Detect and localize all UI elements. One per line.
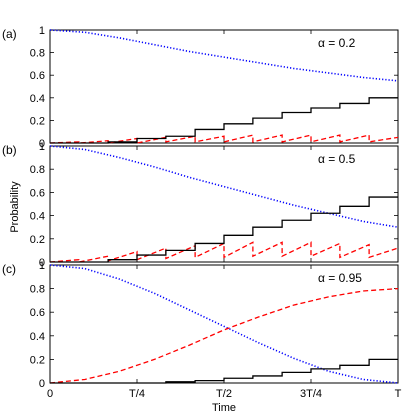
panel-label: (c): [2, 262, 16, 276]
y-tick-label: 1: [39, 141, 45, 153]
y-tick-label: 0.2: [30, 115, 45, 127]
series-line-dashed: [49, 287, 399, 384]
chart-panels: 0 0.2 0.4 0.6 0.8 1 (a) α = 0.2 0 0.2 0.4 0.6 0.8 1 (b…: [2, 25, 402, 400]
y-tick-label: 0: [39, 138, 45, 150]
x-tick-label: 0: [47, 388, 53, 400]
y-tick-label: 0.8: [30, 48, 45, 60]
y-tick-label: 0.8: [30, 164, 45, 176]
x-tick-label: 3T/4: [300, 388, 322, 400]
x-axis-label: Time: [212, 402, 236, 414]
series-line-solid: [50, 97, 398, 144]
y-tick-label: 0.2: [30, 234, 45, 246]
x-tick-label: T: [395, 388, 402, 400]
y-tick-label: 0.4: [30, 331, 45, 343]
series-line-solid: [50, 196, 398, 263]
panel-label: (a): [2, 27, 17, 41]
series-line-dashed: [49, 134, 399, 144]
y-tick-label: 0.6: [30, 307, 45, 319]
chart-panel: 0 0.2 0.4 0.6 0.8 1 (a) α = 0.2: [2, 25, 399, 150]
y-tick-label: 0.4: [30, 211, 45, 223]
y-tick-label: 0: [39, 257, 45, 269]
series-line-dotted: [49, 29, 399, 82]
chart-panel: 00.20.40.60.810 T/4 T/2 3T/4 T(c)α = 0.95: [2, 260, 402, 400]
y-tick-label: 0.6: [30, 187, 45, 199]
series-line-dotted: [49, 264, 399, 384]
chart-panel: 0 0.2 0.4 0.6 0.8 1 (b) α = 0.5: [2, 141, 399, 269]
y-tick-label: 0: [39, 378, 45, 390]
x-tick-label: T/2: [216, 388, 232, 400]
y-tick-label: 0.6: [30, 70, 45, 82]
panel-annotation: α = 0.2: [318, 36, 356, 50]
y-tick-label: 0.4: [30, 93, 45, 105]
panel-annotation: α = 0.95: [318, 271, 362, 285]
series-line-solid: [50, 358, 398, 384]
panel-annotation: α = 0.5: [318, 152, 356, 166]
y-tick-label: 1: [39, 260, 45, 272]
series-line-dotted: [49, 145, 399, 228]
y-tick-label: 0.8: [30, 284, 45, 296]
y-tick-label: 0.2: [30, 354, 45, 366]
y-tick-label: 1: [39, 25, 45, 37]
y-axis-label: Probability: [9, 181, 21, 233]
panel-label: (b): [2, 143, 17, 157]
x-tick-label: T/4: [129, 388, 145, 400]
